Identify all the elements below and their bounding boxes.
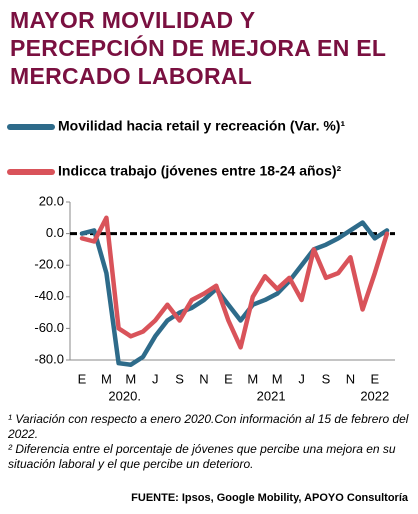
chart-title: MAYOR MOVILIDAD Y PERCEPCIÓN DE MEJORA E… (10, 7, 386, 89)
x-tick-label: J (152, 371, 159, 386)
x-tick-label: S (175, 371, 184, 386)
y-tick-label: 20.0 (39, 193, 64, 208)
y-tick-label: -80.0 (34, 351, 64, 366)
x-tick-label: N (199, 371, 208, 386)
y-tick-label: 0.0 (46, 225, 64, 240)
series-line (79, 215, 390, 350)
legend-label: Movilidad hacia retail y recreación (Var… (58, 118, 345, 134)
x-tick-label: M (101, 371, 112, 386)
x-tick-label: M (247, 371, 258, 386)
x-tick-label: E (370, 371, 379, 386)
x-tick-label: J (298, 371, 305, 386)
x-tick-label: M (125, 371, 136, 386)
source: FUENTE: Ipsos, Google Mobility, APOYO Co… (131, 492, 408, 504)
series-line (79, 220, 390, 367)
legend-label: Indicca trabajo (jóvenes entre 18-24 año… (58, 163, 342, 179)
year-label: 2020. (108, 388, 141, 403)
x-tick-label: N (346, 371, 355, 386)
x-tick-label: S (322, 371, 331, 386)
y-tick-label: -40.0 (34, 288, 64, 303)
note: ¹ Variación con respecto a enero 2020.Co… (8, 412, 409, 441)
notes: ¹ Variación con respecto a enero 2020.Co… (8, 412, 412, 472)
x-tick-label: E (224, 371, 233, 386)
note: ² Diferencia entre el porcentaje de jóve… (8, 442, 396, 471)
x-tick-label: E (78, 371, 87, 386)
year-label: 2021 (257, 388, 286, 403)
x-tick-label: M (272, 371, 283, 386)
y-tick-label: -20.0 (34, 257, 64, 272)
year-label: 2022 (360, 388, 389, 403)
y-tick-label: -60.0 (34, 320, 64, 335)
